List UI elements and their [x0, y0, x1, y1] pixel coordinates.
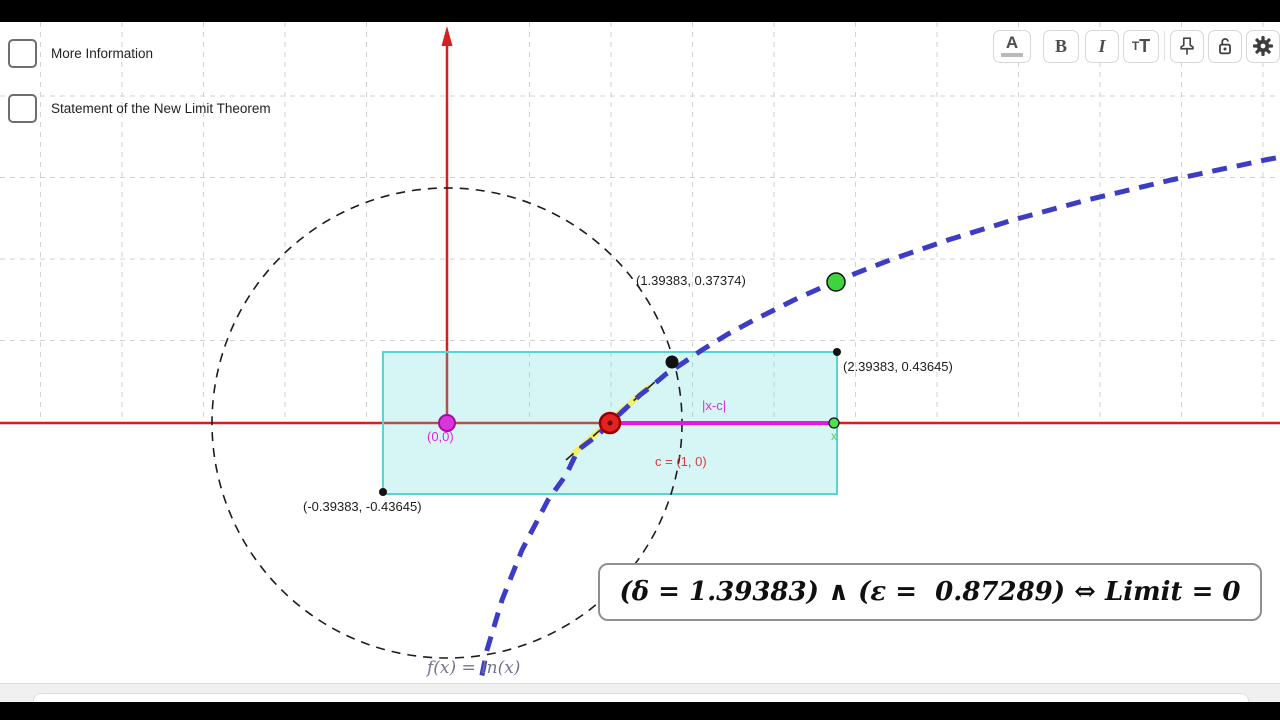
- italic-label: I: [1098, 35, 1106, 56]
- text-size-small-label: T: [1131, 39, 1140, 53]
- checkbox-box[interactable]: [8, 39, 37, 68]
- ln-curve[interactable]: [474, 154, 1280, 701]
- label-distance: |x-c|: [702, 398, 727, 413]
- text-color-button[interactable]: A: [993, 29, 1031, 63]
- text-color-label: A: [1005, 33, 1019, 52]
- checkbox-label: Statement of the New Limit Theorem: [51, 101, 271, 116]
- pin-button[interactable]: [1170, 29, 1204, 63]
- checkbox-label: More Information: [51, 46, 154, 61]
- input-bar[interactable]: [33, 693, 1249, 704]
- checkbox-statement-theorem[interactable]: Statement of the New Limit Theorem: [8, 94, 271, 123]
- formula-box: (δ = 1.39383) ∧ (ε = 0.87289) ⇔ Limit = …: [598, 563, 1262, 621]
- label-x-point: x: [831, 429, 837, 443]
- bold-label: B: [1054, 35, 1067, 56]
- grid: [0, 22, 1280, 423]
- origin-point[interactable]: [438, 414, 456, 432]
- lock-open-icon: [1219, 38, 1231, 55]
- y-axis-arrow: [441, 26, 453, 46]
- bottom-panel: [0, 683, 1280, 704]
- text-size-large-label: T: [1139, 36, 1151, 56]
- c-point-center: [607, 420, 613, 426]
- corner-point-top-right: [833, 348, 841, 356]
- function-label: f(x) = ln(x): [427, 658, 521, 678]
- checkbox-more-information[interactable]: More Information: [8, 39, 153, 68]
- label-curve-point: (1.39383, 0.37374): [636, 273, 746, 288]
- x-point[interactable]: [828, 417, 840, 429]
- label-origin: (0,0): [427, 429, 454, 444]
- italic-button[interactable]: I: [1085, 29, 1119, 63]
- letterbox-top: [0, 0, 1280, 22]
- checkbox-box[interactable]: [8, 94, 37, 123]
- letterbox-bottom: [0, 702, 1280, 720]
- label-corner-bottom-left: (-0.39383, -0.43645): [303, 499, 422, 514]
- curve-point-black[interactable]: [665, 355, 679, 369]
- lock-button[interactable]: [1208, 29, 1242, 63]
- corner-point-bottom-left: [379, 488, 387, 496]
- epsilon-point-green[interactable]: [826, 272, 846, 292]
- label-c-point: c = (1, 0): [655, 454, 707, 469]
- gear-icon: [1253, 36, 1273, 56]
- label-corner-top-right: (2.39383, 0.43645): [843, 359, 953, 374]
- bold-button[interactable]: B: [1043, 29, 1079, 63]
- color-swatch: [1001, 53, 1023, 57]
- settings-button[interactable]: [1246, 29, 1280, 63]
- pin-icon: [1180, 37, 1194, 55]
- toolbar-separator: [1164, 31, 1165, 61]
